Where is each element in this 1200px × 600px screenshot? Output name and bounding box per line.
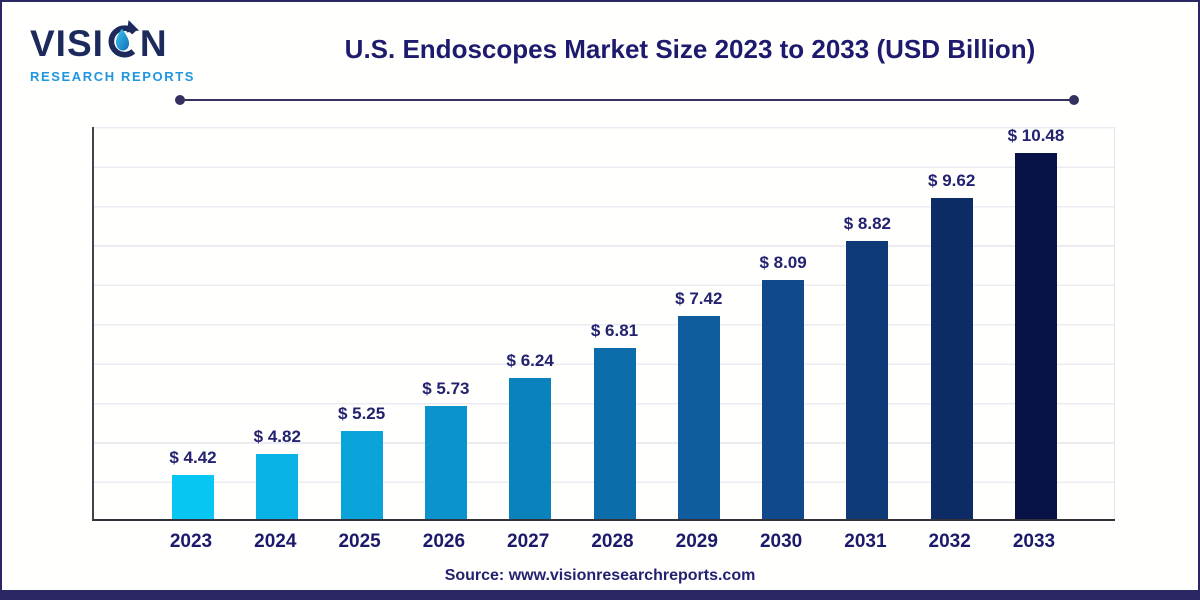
source-credit: Source: www.visionresearchreports.com bbox=[444, 567, 756, 584]
x-tick-label-2033: 2033 bbox=[1012, 531, 1056, 552]
bar-2033 bbox=[1015, 153, 1057, 519]
bar-value-label-2024: $ 4.82 bbox=[253, 427, 301, 446]
logo-wordmark: VISI N bbox=[30, 20, 230, 66]
bar-value-label-2023: $ 4.42 bbox=[169, 448, 217, 467]
x-tick-label-2026: 2026 bbox=[422, 531, 466, 552]
divider-endpoint-dot-left bbox=[175, 95, 185, 105]
x-axis-ticks: 2023 2024 2025 2026 2027 2028 2029 2030 2031 2032… bbox=[92, 531, 1115, 557]
x-tick-label-2027: 2027 bbox=[507, 531, 550, 552]
header-divider-line bbox=[175, 95, 1079, 105]
bar-2026 bbox=[424, 406, 467, 519]
chart-title: U.S. Endoscopes Market Size 2023 to 2033… bbox=[344, 34, 1036, 64]
bar-2029 bbox=[677, 316, 720, 519]
bottom-accent-strip bbox=[2, 590, 1198, 598]
bar-value-label-2025: $ 5.25 bbox=[337, 404, 386, 423]
bar-2023 bbox=[172, 475, 214, 519]
x-tick-label-2030: 2030 bbox=[759, 531, 803, 552]
logo-subtitle: RESEARCH REPORTS bbox=[30, 69, 196, 84]
bar-value-label-2029: $ 7.42 bbox=[675, 289, 723, 308]
x-tick-label-2029: 2029 bbox=[675, 531, 718, 552]
bar-value-label-2030: $ 8.09 bbox=[759, 253, 807, 272]
x-tick-label-2025: 2025 bbox=[338, 531, 381, 552]
bar-value-label-2027: $ 6.24 bbox=[506, 351, 554, 370]
divider-endpoint-dot-right bbox=[1069, 95, 1079, 105]
bar-value-label-2032: $ 9.62 bbox=[928, 171, 976, 190]
vision-research-reports-logo: VISI N RESEARCH REPORTS bbox=[30, 20, 230, 84]
logo-swoosh-o-icon bbox=[105, 20, 139, 66]
x-tick-label-2032: 2032 bbox=[928, 531, 971, 552]
x-tick-label-2023: 2023 bbox=[169, 531, 213, 552]
plot-area: $ 4.42 $ 4.82 $ 5.25 $ 5.73 $ 6.24 $ 6.81 $ 7.… bbox=[92, 126, 1115, 521]
bar-2028 bbox=[593, 348, 636, 519]
bar-2032 bbox=[930, 198, 973, 519]
logo-word-end: N bbox=[139, 22, 168, 64]
bar-2031 bbox=[846, 241, 889, 519]
bar-value-label-2033: $ 10.48 bbox=[1007, 126, 1065, 145]
x-tick-label-2031: 2031 bbox=[844, 531, 887, 552]
bar-value-label-2026: $ 5.73 bbox=[422, 379, 470, 398]
x-tick-label-2024: 2024 bbox=[254, 531, 297, 552]
logo-word-start: VISI bbox=[30, 22, 104, 64]
bar-2030 bbox=[762, 280, 805, 519]
plot-right-border bbox=[1114, 127, 1115, 519]
bar-2025 bbox=[340, 431, 383, 519]
bar-2024 bbox=[256, 454, 299, 519]
bar-value-label-2028: $ 6.81 bbox=[590, 321, 639, 340]
x-tick-label-2028: 2028 bbox=[591, 531, 634, 552]
bar-value-label-2031: $ 8.82 bbox=[843, 214, 892, 233]
bar-2027 bbox=[509, 378, 552, 519]
